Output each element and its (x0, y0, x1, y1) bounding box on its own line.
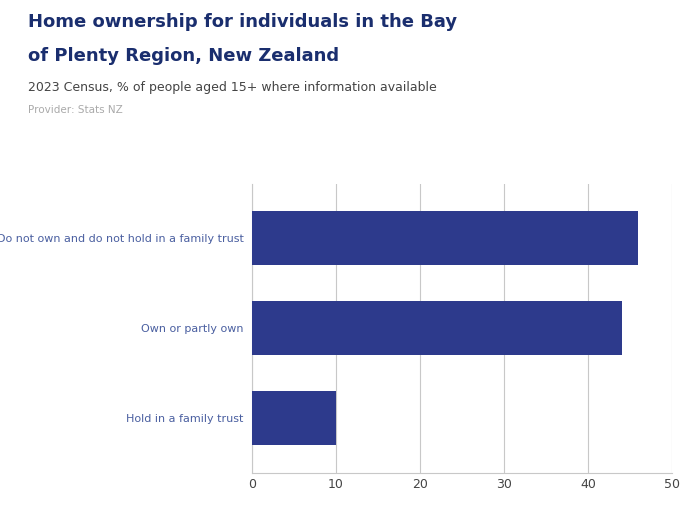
Text: figure.nz: figure.nz (584, 15, 662, 29)
Bar (252, 391, 336, 445)
Text: Home ownership for individuals in the Bay: Home ownership for individuals in the Ba… (28, 13, 457, 31)
Text: of Plenty Region, New Zealand: of Plenty Region, New Zealand (28, 47, 339, 65)
Bar (252, 211, 638, 265)
Text: 2023 Census, % of people aged 15+ where information available: 2023 Census, % of people aged 15+ where … (28, 81, 437, 94)
Bar (252, 301, 622, 355)
Text: Provider: Stats NZ: Provider: Stats NZ (28, 105, 122, 115)
